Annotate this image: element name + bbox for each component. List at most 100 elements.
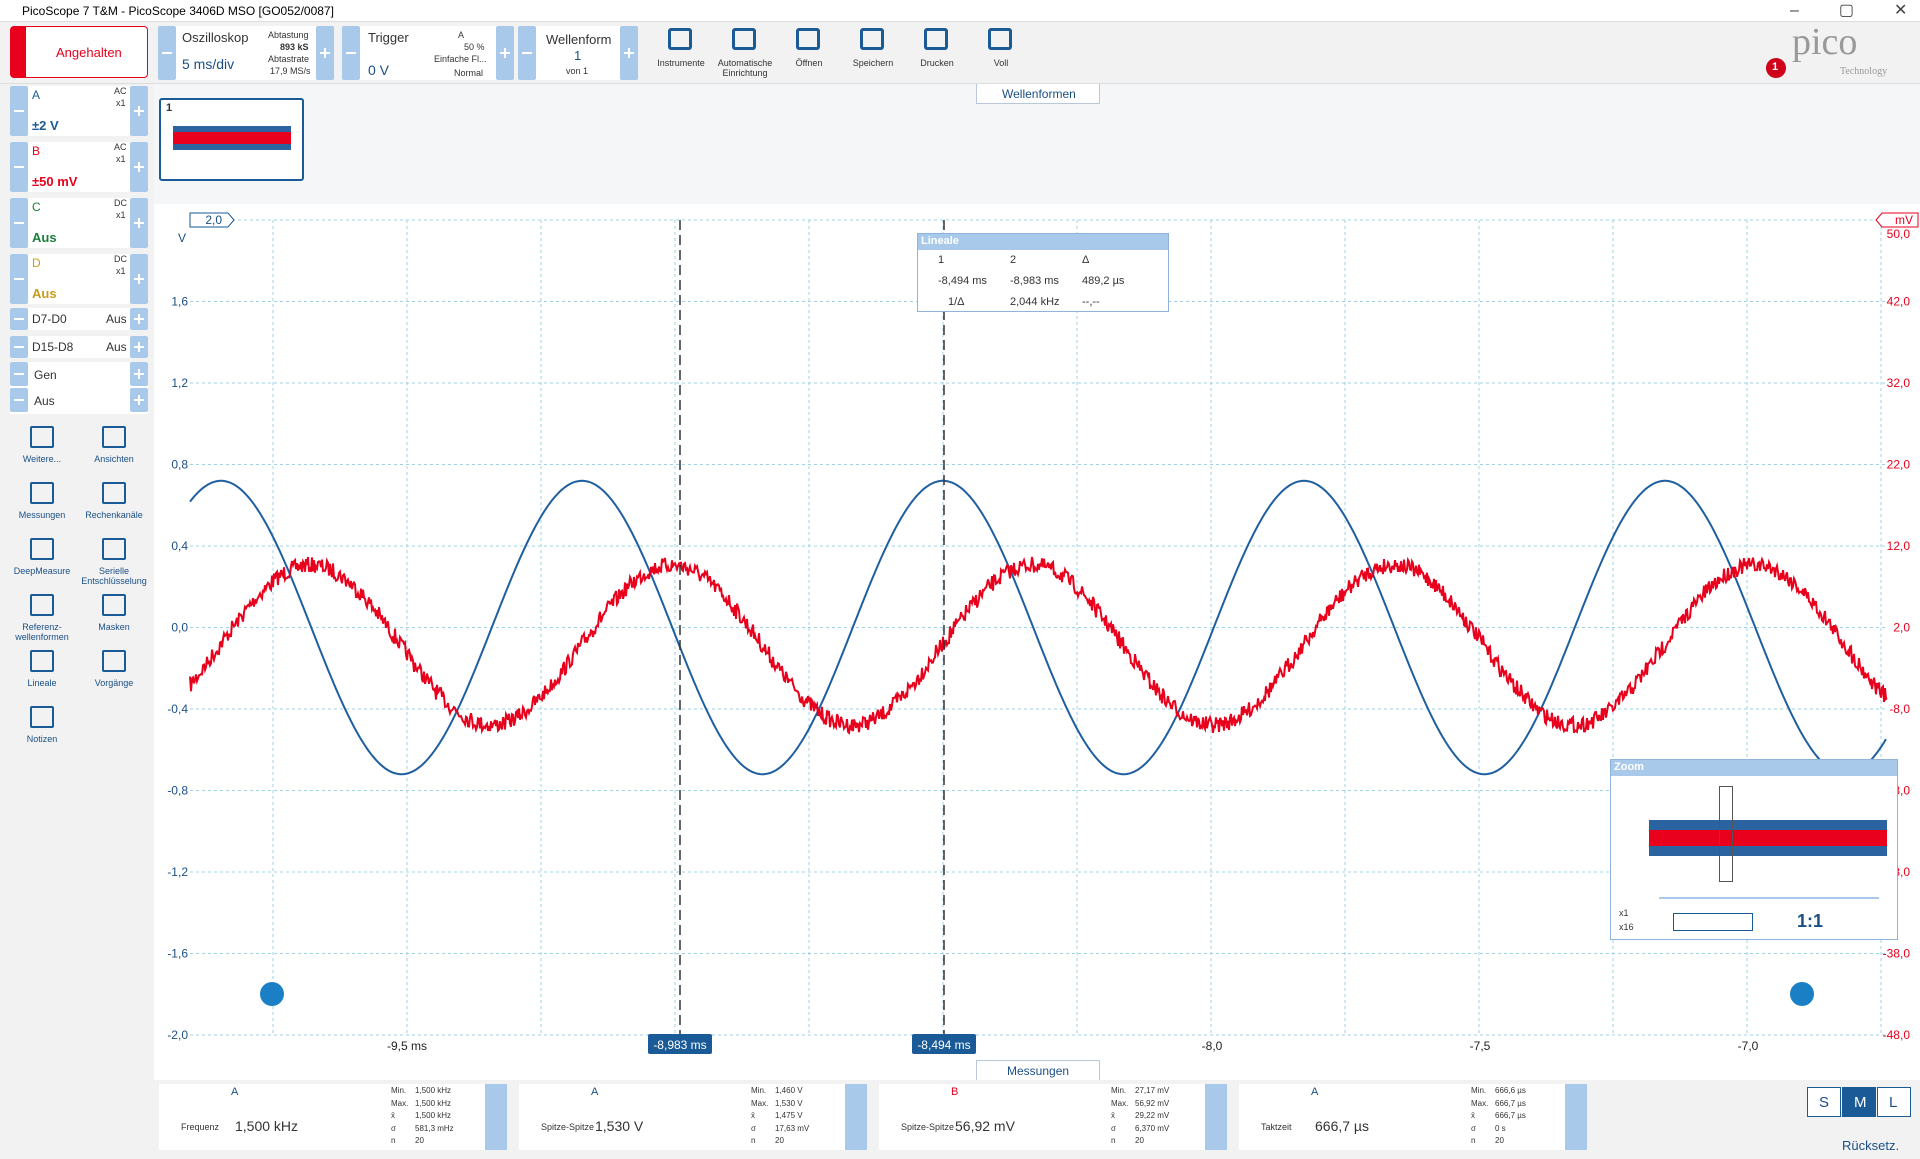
plus-button[interactable] [130,336,148,358]
notification-badge[interactable]: 1 [1766,58,1786,78]
scroll-button [260,982,284,1006]
minus-button[interactable] [518,26,536,80]
button-glyph [14,222,24,224]
minus-button[interactable] [10,86,28,136]
plus-button[interactable] [130,86,148,136]
channel-range: Aus [32,230,57,245]
stat-label: Max. [1471,1098,1489,1108]
zoom-ratio[interactable]: 1:1 [1797,911,1824,931]
channel-box[interactable]: A AC x1 ±2 V [10,86,148,136]
button-glyph [14,110,24,112]
toolbar-button[interactable]: Instrumente [650,24,712,80]
measurement-value: 56,92 mV [955,1118,1015,1134]
generator-box[interactable]: Gen Aus [10,362,148,414]
minus-button[interactable] [10,254,28,304]
zoom-tool[interactable] [1673,913,1753,931]
plus-button[interactable] [130,198,148,248]
toolbar-button-label: Drucken [920,58,954,68]
tool-button[interactable]: Lineale [14,648,70,702]
tool-button[interactable]: Notizen [14,704,70,758]
rulers-cell: 2 [1010,254,1017,266]
plus-button[interactable] [130,388,148,412]
tool-button[interactable]: Messungen [14,480,70,534]
size-button[interactable]: M [1842,1087,1876,1117]
channel-coupling: AC [114,86,127,96]
toolbar-button[interactable]: Drucken [906,24,968,80]
tool-button[interactable]: Ansichten [86,424,142,478]
channel-range: ±50 mV [32,174,78,189]
channel-coupling: AC [114,142,127,152]
minus-button[interactable] [342,26,360,80]
button-glyph [138,314,140,324]
minus-button[interactable] [10,388,28,412]
tool-button[interactable]: Weitere... [14,424,70,478]
sampling: 893 kS [280,42,309,52]
digital-box[interactable]: D15-D8 Aus [10,336,148,358]
plus-button[interactable] [130,254,148,304]
plus-button[interactable] [130,362,148,386]
stat-value: 581,3 mHz [415,1123,454,1133]
measurement-panel[interactable]: A Spitze-Spitze 1,530 V Min. 1,460 V Max. 1,53… [519,1084,867,1150]
trigger-type: Einfache Fl... [434,54,487,64]
window-controls[interactable]: –▢✕ [1790,2,1907,19]
channel-box[interactable]: D DC x1 Aus [10,254,148,304]
channel-box[interactable]: C DC x1 Aus [10,198,148,248]
toolbar-button[interactable]: Voll [970,24,1032,80]
minus-button[interactable] [158,26,176,80]
size-label: S [1819,1094,1830,1111]
plus-button[interactable] [496,26,514,80]
stat-value: 1,500 kHz [415,1098,452,1108]
plus-button[interactable] [130,142,148,192]
stat-label: x̄ [1111,1111,1115,1120]
views-tab[interactable]: Wellenformen [976,84,1100,104]
toolbar-button[interactable]: Speichern [842,24,904,80]
measurement-name: Frequenz [181,1122,220,1132]
trash-button[interactable] [1205,1084,1227,1150]
y-tick-label: -2,0 [167,1028,188,1042]
run-button[interactable]: Angehalten [10,26,148,78]
toolbar-button-label: Öffnen [795,58,823,68]
stat-value: 17,63 mV [775,1123,810,1133]
tool-button[interactable]: Masken [86,592,142,646]
tool-label: Ansichten [94,454,134,464]
trash-button[interactable] [1565,1084,1587,1150]
minus-button[interactable] [10,336,28,358]
size-button[interactable]: L [1877,1087,1911,1117]
minus-button[interactable] [10,198,28,248]
channel-probe: x1 [116,210,126,220]
plus-button[interactable] [130,308,148,330]
tool-button[interactable]: Serielle Entschlüsselung [81,536,147,590]
tool-button[interactable]: Vorgänge [86,648,142,702]
minus-button[interactable] [10,362,28,386]
plus-button[interactable] [620,26,638,80]
measurement-panel[interactable]: B Spitze-Spitze 56,92 mV Min. 27,17 mV Max. 56… [879,1084,1227,1150]
toolbar-button[interactable]: Öffnen [778,24,840,80]
reset-button[interactable]: Rücksetz. [1842,1138,1900,1153]
minus-button[interactable] [10,142,28,192]
measurement-panel[interactable]: A Taktzeit 666,7 µs Min. 666,6 µs Max. 666,7 µ… [1239,1084,1587,1150]
digital-box[interactable]: D7-D0 Aus [10,308,148,330]
rulers-window[interactable]: Lineale 1 2 Δ -8,494 ms -8,983 ms 489,2 µs 1/Δ 2… [917,233,1169,312]
trash-button[interactable] [485,1084,507,1150]
measurement-channel: B [951,1086,959,1098]
tool-button[interactable]: Rechenkanäle [85,480,143,534]
measurement-panel[interactable]: A Frequenz 1,500 kHz Min. 1,500 kHz Max. 1,500… [159,1084,507,1150]
channel-name: B [32,144,41,158]
toolbar-button[interactable]: Automatische Einrichtung [714,24,776,80]
measurements-tab[interactable]: Messungen [976,1060,1100,1080]
y-tick-label: -0,8 [167,784,188,798]
tool-icon [30,426,54,448]
zoom-window[interactable]: Zoom x1 x16 1:1 [1610,759,1898,940]
channel-box[interactable]: B AC x1 ±50 mV [10,142,148,192]
waveform-thumbnail[interactable]: 1 [159,98,304,181]
plus-button[interactable] [316,26,334,80]
left-unit: V [178,231,186,245]
zoom-level: x1 [1619,908,1629,918]
size-button[interactable]: S [1807,1087,1841,1117]
x-tick-label: -7,0 [1738,1039,1759,1053]
tool-button[interactable]: Referenz-wellenformen [14,592,70,646]
tool-button[interactable]: DeepMeasure [14,536,70,590]
trash-button[interactable] [845,1084,867,1150]
minus-button[interactable] [10,308,28,330]
y-tick-label: 0,0 [171,621,188,635]
